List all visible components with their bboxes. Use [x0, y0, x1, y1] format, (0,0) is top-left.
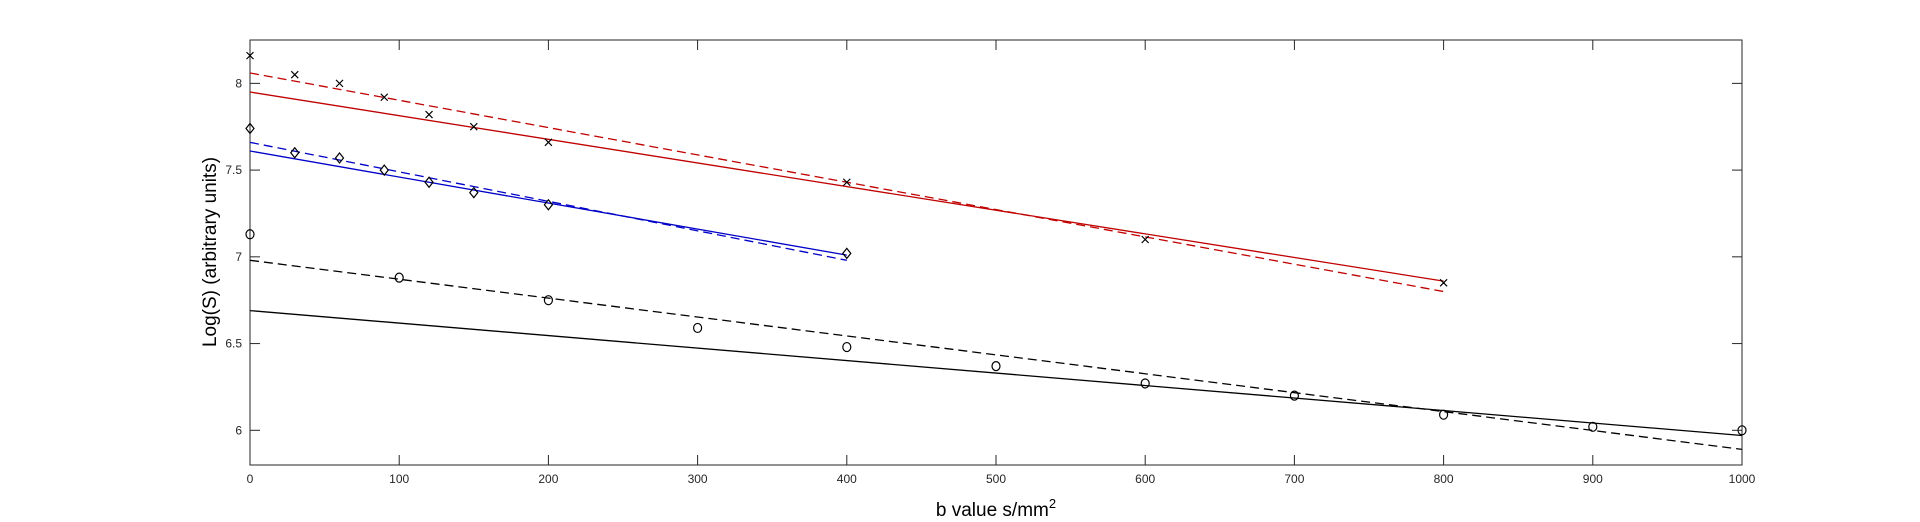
marker-x-5 [425, 110, 433, 119]
marker-diamond-2 [289, 146, 300, 159]
x-tick-label-9: 800 [1434, 472, 1454, 486]
marker-circle-5 [842, 341, 852, 353]
axis-ticks [249, 40, 1743, 465]
x-tick-label-4: 300 [688, 472, 708, 486]
marker-circle-7 [1140, 378, 1150, 389]
x-tick-label-3: 200 [538, 472, 558, 486]
fit-line-3-solid [249, 150, 847, 256]
y-tick-label-2: 6.5 [225, 337, 242, 351]
marker-x-4 [380, 93, 389, 102]
marker-circle-3 [543, 295, 554, 306]
marker-circle-4 [692, 322, 703, 334]
marker-x-1 [246, 51, 254, 60]
marker-diamond-1 [245, 122, 255, 135]
y-tick-label-3: 7 [235, 250, 242, 264]
y-axis-label: Log(S) (arbitrary units) [200, 157, 221, 347]
marker-diamond-4 [379, 164, 390, 177]
fit-line-5-solid [249, 309, 1743, 437]
y-tick-label-4: 7.5 [225, 163, 242, 177]
plot-area [249, 39, 1743, 466]
marker-diamond-6 [469, 186, 479, 199]
marker-x-10 [1439, 278, 1448, 287]
x-tick-label-5: 400 [837, 472, 857, 486]
marker-circle-2 [394, 272, 404, 283]
x-tick-labels: 0 100 200 300 400 500 600 700 800 900 1000 [247, 472, 1756, 486]
marker-x-9 [1141, 235, 1150, 244]
marker-circle-1 [245, 229, 255, 240]
marker-circle-10 [1588, 421, 1598, 432]
marker-diamond-5 [424, 176, 434, 189]
x-tick-label-7: 600 [1135, 472, 1155, 486]
fit-line-1-solid [249, 91, 1444, 282]
marker-x-6 [469, 122, 478, 131]
marker-x-8 [842, 178, 851, 187]
fit-lines [249, 72, 1743, 451]
marker-x-2 [290, 70, 299, 79]
marker-diamond-7 [543, 198, 554, 211]
fit-line-4-dashed [249, 141, 847, 261]
x-axis-label-text: b value s/mm [936, 500, 1049, 521]
x-tick-label-2: 100 [389, 472, 409, 486]
marker-circle-9 [1438, 409, 1449, 420]
x-axis-label-superscript: 2 [1049, 496, 1056, 511]
marker-x-3 [335, 79, 344, 88]
y-tick-label-1: 6 [235, 423, 242, 437]
fit-line-6-dashed [249, 259, 1743, 451]
marker-circle-6 [991, 361, 1001, 372]
data-markers [245, 51, 1747, 436]
x-axis-label: b value s/mm2 [936, 496, 1056, 521]
x-tick-label-11: 1000 [1729, 472, 1756, 486]
x-tick-label-8: 700 [1284, 472, 1304, 486]
x-tick-label-10: 900 [1583, 472, 1603, 486]
y-tick-labels: 6 6.5 7 7.5 8 [225, 76, 242, 437]
marker-circle-8 [1289, 390, 1300, 401]
y-tick-label-5: 8 [235, 76, 242, 90]
x-tick-label-6: 500 [986, 472, 1006, 486]
x-tick-label-1: 0 [247, 472, 254, 486]
marker-x-7 [544, 138, 553, 147]
marker-diamond-8 [842, 247, 852, 260]
marker-diamond-3 [334, 151, 345, 164]
